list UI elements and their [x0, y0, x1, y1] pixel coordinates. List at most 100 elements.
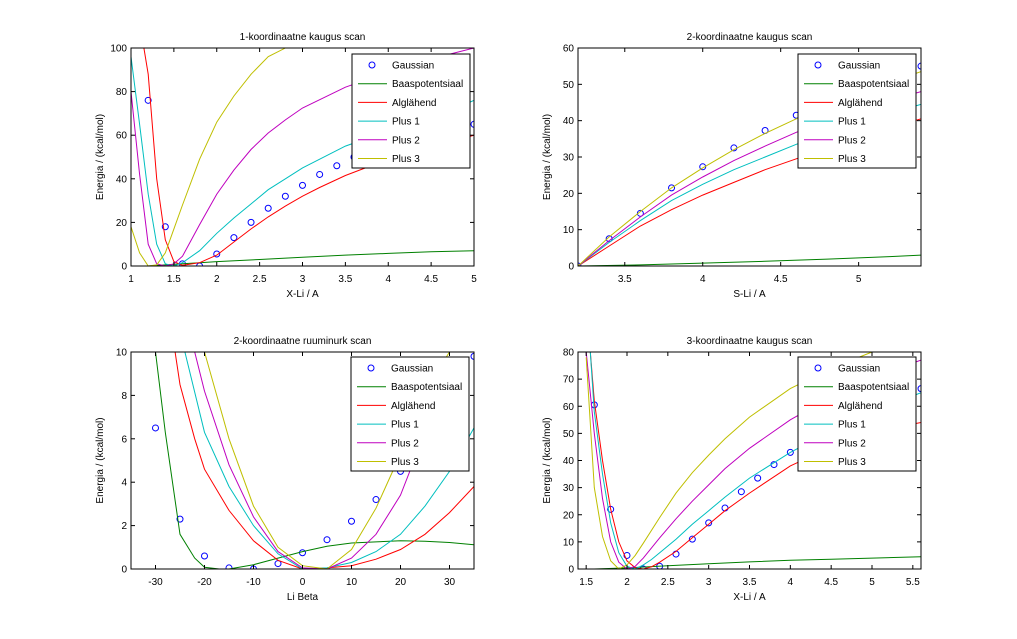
y-tick-label: 10 — [563, 537, 575, 548]
legend-box — [351, 53, 471, 169]
data-point-gaussian — [688, 535, 696, 543]
legend-marker — [367, 364, 375, 372]
y-tick-label: 40 — [563, 456, 575, 467]
y-tick-label: 50 — [563, 80, 575, 91]
y-tick-label: 80 — [116, 87, 128, 98]
y-tick-label: 8 — [121, 391, 127, 402]
data-point-gaussian — [152, 424, 159, 432]
x-tick-label: 1.5 — [167, 274, 181, 285]
y-tick-label: 20 — [563, 189, 575, 200]
x-tick-label: 2 — [214, 274, 220, 285]
data-point-gaussian — [323, 536, 331, 544]
x-tick-label: 20 — [395, 577, 407, 588]
x-tick-label: 2.5 — [253, 274, 267, 285]
x-tick-label: 3.5 — [618, 274, 632, 285]
legend-label: Alglähend — [838, 98, 882, 109]
y-tick-label: 100 — [110, 44, 127, 55]
legend: Gaussian Baaspotentsiaal Alglähend Plus 1 Pl… — [351, 53, 471, 169]
legend-label: Gaussian — [392, 61, 434, 72]
y-tick-label: 0 — [121, 565, 127, 576]
y-tick-label: 60 — [563, 402, 575, 413]
legend-label: Plus 2 — [838, 135, 866, 146]
series-line-plus-2 — [194, 352, 441, 569]
chart-panel-3: -30 -20 -10 0 10 20 30 0 2 4 6 8 10 2-koordinaatne ru… — [95, 336, 475, 603]
x-tick-label: 3 — [300, 274, 306, 285]
x-axis-label: X-Li / A — [286, 289, 319, 300]
y-tick-label: 10 — [116, 348, 128, 359]
data-point-gaussian — [917, 385, 921, 393]
y-axis-label: Energia / (kcal/mol) — [95, 417, 106, 503]
series-line-algl-hend — [174, 352, 474, 569]
x-axis-label: Li Beta — [287, 592, 319, 603]
data-point-gaussian — [176, 515, 184, 523]
x-tick-label: 4 — [700, 274, 706, 285]
data-point-gaussian — [299, 181, 306, 189]
x-tick-label: 10 — [346, 577, 358, 588]
x-tick-label: 4.5 — [774, 274, 788, 285]
data-point-gaussian — [639, 565, 647, 569]
data-point-gaussian — [161, 223, 169, 231]
data-point-gaussian — [623, 551, 631, 559]
series-line-baaspotentsiaal — [148, 250, 474, 266]
chart-title: 3-koordinaatne kaugus scan — [687, 336, 813, 347]
chart-panel-1: 1 1.5 2 2.5 3 3.5 4 4.5 5 0 20 40 60 80 100 1-koordinaa… — [95, 32, 477, 300]
data-point-gaussian — [699, 163, 707, 171]
y-tick-label: 70 — [563, 375, 575, 386]
series-line-plus-2 — [585, 352, 921, 569]
legend-label: Plus 1 — [838, 117, 866, 128]
x-tick-label: 2.5 — [661, 577, 675, 588]
data-point-gaussian — [281, 192, 289, 200]
chart-panel-4: 1.5 2 2.5 3 3.5 4 4.5 5 5.5 0 10 20 30 40 50 60 70 80 3-ko… — [542, 336, 922, 603]
y-tick-label: 30 — [563, 153, 575, 164]
y-tick-label: 10 — [563, 225, 575, 236]
x-tick-label: -10 — [246, 577, 261, 588]
y-axis-label: Energia / (kcal/mol) — [542, 417, 553, 503]
legend-label: Baaspotentsiaal — [838, 382, 909, 393]
legend-label: Plus 3 — [391, 457, 419, 468]
y-tick-label: 80 — [563, 348, 575, 359]
x-tick-label: 1.5 — [579, 577, 593, 588]
legend: Gaussian Baaspotentsiaal Alglähend Plus 1 Pl… — [797, 53, 917, 169]
data-point-gaussian — [225, 564, 233, 569]
y-tick-label: 0 — [121, 262, 127, 273]
legend-box — [350, 356, 470, 472]
legend-marker — [814, 364, 822, 372]
legend-label: Alglähend — [392, 98, 436, 109]
y-axis-label: Energia / (kcal/mol) — [542, 114, 553, 200]
data-point-gaussian — [348, 517, 355, 525]
x-tick-label: 3 — [706, 577, 712, 588]
data-point-gaussian — [201, 552, 208, 560]
data-point-gaussian — [668, 184, 676, 192]
y-tick-label: 6 — [121, 434, 127, 445]
legend-label: Baaspotentsiaal — [392, 79, 463, 90]
series-line-plus-1 — [589, 352, 921, 569]
y-tick-label: 20 — [116, 218, 128, 229]
data-point-gaussian — [917, 62, 921, 70]
series-line-plus-3 — [585, 352, 874, 569]
y-tick-label: 0 — [568, 565, 574, 576]
data-point-gaussian — [144, 96, 152, 104]
x-tick-label: 5.5 — [906, 577, 920, 588]
data-point-gaussian — [470, 120, 474, 128]
y-tick-label: 60 — [563, 44, 575, 55]
legend-label: Plus 3 — [838, 154, 866, 165]
legend-label: Baaspotentsiaal — [391, 382, 462, 393]
data-point-gaussian — [372, 496, 380, 504]
legend-label: Gaussian — [391, 364, 433, 375]
series-line-plus-1 — [184, 352, 474, 569]
data-point-gaussian — [786, 448, 794, 456]
legend-label: Gaussian — [838, 61, 880, 72]
legend-label: Plus 2 — [392, 135, 420, 146]
x-tick-label: 4 — [385, 274, 391, 285]
legend-label: Plus 3 — [838, 457, 866, 468]
y-axis-label: Energia / (kcal/mol) — [95, 114, 106, 200]
y-tick-label: 20 — [563, 510, 575, 521]
x-tick-label: 3.5 — [338, 274, 352, 285]
legend-label: Plus 3 — [392, 154, 420, 165]
legend-box — [797, 53, 917, 169]
plot-series — [585, 352, 921, 569]
x-axis-label: X-Li / A — [733, 592, 766, 603]
data-point-gaussian — [754, 474, 762, 482]
x-tick-label: 4 — [788, 577, 794, 588]
